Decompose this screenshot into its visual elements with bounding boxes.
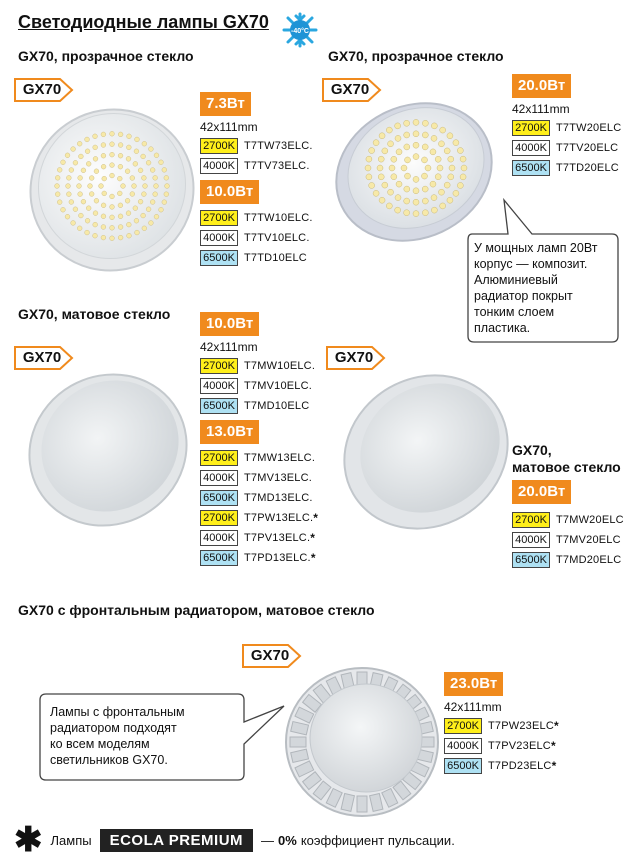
color-temp-badge: 4000K <box>512 532 550 548</box>
spec-block-10w-clear: 10.0Вт 2700K T7TW10ELC. 4000K T7TV10ELC. 6… <box>200 180 313 268</box>
color-temp-badge: 2700K <box>512 512 550 528</box>
lamp-image-matte-small <box>28 373 188 527</box>
color-temp-badge: 4000K <box>200 470 238 486</box>
model-code: T7TV73ELC. <box>244 160 310 172</box>
callout-text-composite: У мощных ламп 20Вт корпус — композит. Ал… <box>474 241 598 335</box>
temp-badge-text: -40°C <box>291 27 309 35</box>
model-code: T7TV20ELC <box>556 142 619 154</box>
wattage-badge: 20.0Вт <box>512 74 572 98</box>
footer-note: ✱ Лампы ECOLA PREMIUM — 0% коэффициент п… <box>14 821 455 859</box>
footer-dash: — <box>261 832 275 848</box>
color-temp-badge: 2700K <box>200 210 238 226</box>
dimensions: 42x111mm <box>444 700 502 714</box>
gx70-tag: GX70 <box>242 644 302 668</box>
model-code: T7PW13ELC. <box>244 512 314 524</box>
footer-prefix: Лампы <box>50 832 92 848</box>
gx70-tag: GX70 <box>326 346 386 370</box>
spec-block-23w: 23.0Вт 42x111mm 2700K T7PW23ELC * 4000K T7P… <box>444 672 559 776</box>
model-code: T7PD23ELC <box>488 760 552 772</box>
wattage-badge: 13.0Вт <box>200 420 260 444</box>
wattage-badge: 20.0Вт <box>512 480 572 504</box>
gx70-tag: GX70 <box>14 346 74 370</box>
color-temp-badge: 6500K <box>444 758 482 774</box>
wattage-badge: 10.0Вт <box>200 180 260 204</box>
dimensions: 42x111mm <box>200 340 258 354</box>
color-temp-badge: 4000K <box>200 230 238 246</box>
spec-block-20w-matte: 20.0Вт 2700K T7MW20ELC 4000K T7MV20ELC 650… <box>512 480 624 570</box>
gx70-tag: GX70 <box>14 78 74 102</box>
spec-block-20w-clear: 20.0Вт 42x111mm 2700K T7TW20ELC 4000K T7TV… <box>512 74 621 178</box>
callout-bubble-shape <box>39 693 285 781</box>
spec-block-7w: 7.3Вт 42x111mm 2700K T7TW73ELC. 4000K T7TV… <box>200 92 313 176</box>
snowflake-temperature-icon: -40°C <box>282 12 318 48</box>
model-code: T7TV10ELC. <box>244 232 310 244</box>
color-temp-badge: 6500K <box>200 398 238 414</box>
model-code: T7MV20ELC <box>556 534 621 546</box>
callout-text-radiator: Лампы с фронтальным радиатором подходят … <box>50 705 185 767</box>
color-temp-badge: 2700K <box>512 120 550 136</box>
color-temp-badge: 2700K <box>200 138 238 154</box>
section-heading: GX70, матовое стекло <box>18 306 171 322</box>
dimensions: 42x111mm <box>200 120 258 134</box>
section-heading: GX70, прозрачное стекло <box>18 48 194 64</box>
model-code: T7PV13ELC. <box>244 532 311 544</box>
section-heading: GX70 с фронтальным радиатором, матовое с… <box>18 602 375 618</box>
color-temp-badge: 6500K <box>512 552 550 568</box>
asterisk-icon: ✱ <box>14 821 43 859</box>
color-temp-badge: 4000K <box>444 738 482 754</box>
ecola-premium-logo: ECOLA PREMIUM <box>99 828 254 852</box>
model-code: T7MV13ELC. <box>244 472 313 484</box>
color-temp-badge: 6500K <box>512 160 550 176</box>
model-code: T7TW20ELC <box>556 122 622 134</box>
model-code: T7MD10ELC <box>244 400 310 412</box>
model-code: T7PW23ELC <box>488 720 554 732</box>
color-temp-badge: 6500K <box>200 250 238 266</box>
color-temp-badge: 4000K <box>200 378 238 394</box>
wattage-badge: 7.3Вт <box>200 92 251 116</box>
color-temp-badge: 2700K <box>200 450 238 466</box>
color-temp-badge: 2700K <box>200 358 238 374</box>
model-code: T7PD13ELC. <box>244 552 311 564</box>
footer-suffix: коэффициент пульсации. <box>300 832 455 848</box>
callout-bubble-shape <box>467 197 619 343</box>
wattage-badge: 10.0Вт <box>200 312 260 336</box>
model-code: T7MD13ELC. <box>244 492 313 504</box>
model-code: T7TD20ELC <box>556 162 619 174</box>
color-temp-badge: 2700K <box>444 718 482 734</box>
model-code: T7MW20ELC <box>556 514 624 526</box>
model-code: T7MW13ELC. <box>244 452 316 464</box>
model-code: T7MV10ELC. <box>244 380 313 392</box>
color-temp-badge: 4000K <box>200 158 238 174</box>
model-code: T7PV23ELC <box>488 740 551 752</box>
color-temp-badge: 6500K <box>200 490 238 506</box>
color-temp-badge: 4000K <box>512 140 550 156</box>
model-code: T7MD20ELC <box>556 554 622 566</box>
section-heading: GX70, прозрачное стекло <box>328 48 504 64</box>
model-code: T7TW73ELC. <box>244 140 313 152</box>
color-temp-badge: 6500K <box>200 550 238 566</box>
gx70-tag: GX70 <box>322 78 382 102</box>
lamp-image-front-radiator <box>285 667 439 817</box>
model-code: T7TD10ELC <box>244 252 307 264</box>
wattage-badge: 23.0Вт <box>444 672 504 696</box>
lamp-image-clear-small <box>29 108 195 272</box>
dimensions: 42x111mm <box>512 102 570 116</box>
model-code: T7TW10ELC. <box>244 212 313 224</box>
page-title: Светодиодные лампы GX70 <box>18 12 269 32</box>
color-temp-badge: 4000K <box>200 530 238 546</box>
spec-block-10w-matte: 10.0Вт 42x111mm 2700K T7MW10ELC. 4000K T7M… <box>200 312 315 416</box>
lamp-image-matte-20w <box>343 374 509 530</box>
section-heading: GX70, матовое стекло <box>512 442 621 475</box>
model-code: T7MW10ELC. <box>244 360 316 372</box>
lamp-image-clear-20w <box>335 102 493 242</box>
spec-block-13w-matte: 13.0Вт 2700K T7MW13ELC. 4000K T7MV13ELC. 6… <box>200 420 318 568</box>
color-temp-badge: 2700K <box>200 510 238 526</box>
footer-percent: 0% <box>278 832 297 848</box>
